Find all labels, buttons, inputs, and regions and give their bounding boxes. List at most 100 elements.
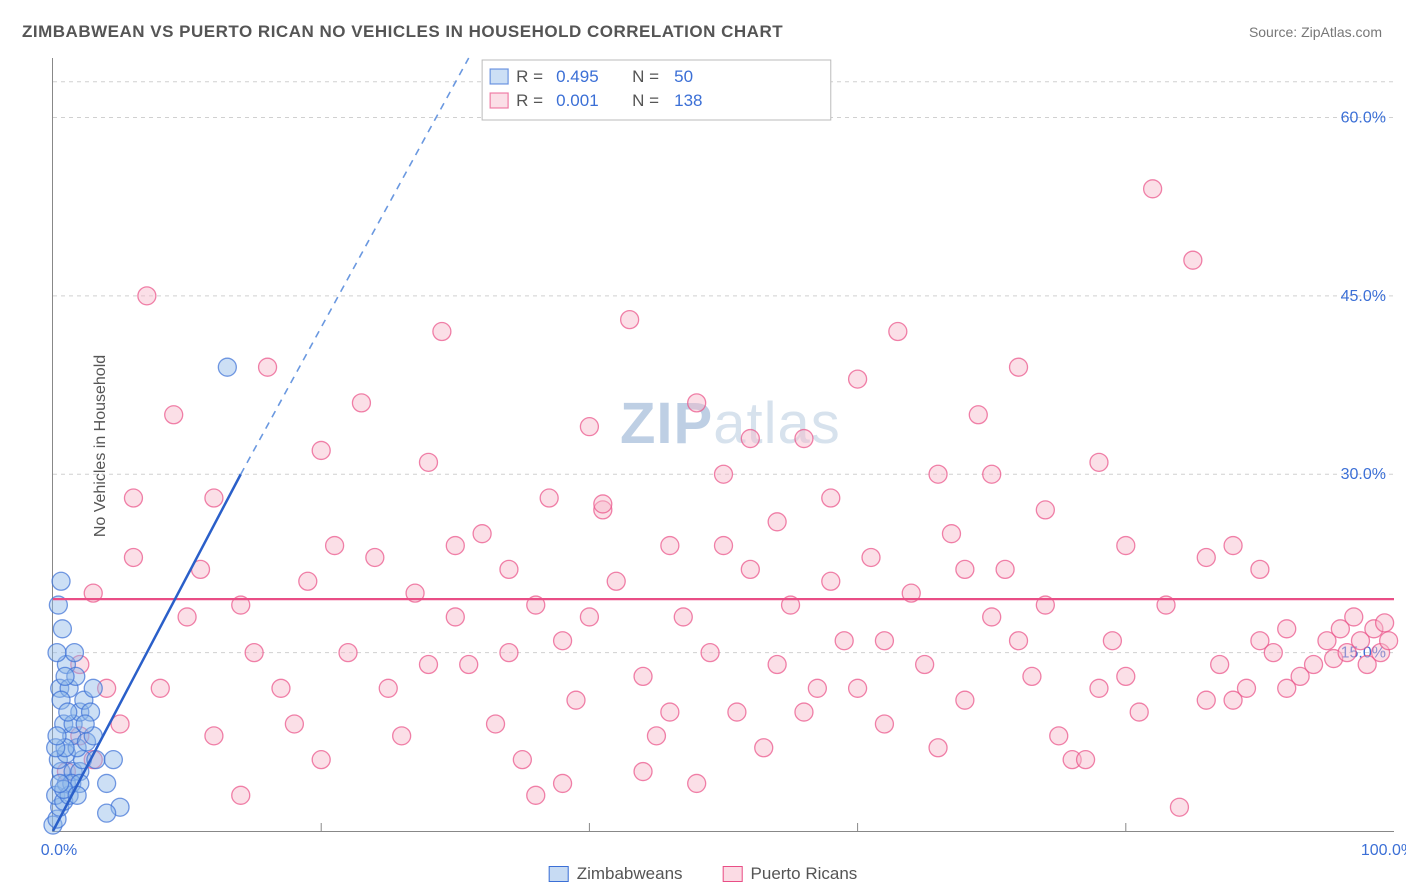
- scatter-point: [151, 679, 169, 697]
- scatter-point: [822, 572, 840, 590]
- scatter-point: [540, 489, 558, 507]
- legend-label: Zimbabweans: [577, 864, 683, 884]
- scatter-point: [741, 430, 759, 448]
- scatter-point: [1103, 632, 1121, 650]
- scatter-point: [245, 644, 263, 662]
- ytick-label: 30.0%: [1341, 466, 1386, 483]
- scatter-point: [1278, 620, 1296, 638]
- scatter-point: [594, 495, 612, 513]
- scatter-point: [366, 548, 384, 566]
- scatter-point: [741, 560, 759, 578]
- scatter-point: [1264, 644, 1282, 662]
- scatter-point: [1090, 453, 1108, 471]
- scatter-point: [1050, 727, 1068, 745]
- scatter-point: [48, 644, 66, 662]
- scatter-point: [849, 370, 867, 388]
- scatter-point: [487, 715, 505, 733]
- scatter-point: [580, 608, 598, 626]
- scatter-point: [352, 394, 370, 412]
- scatter-point: [661, 537, 679, 555]
- scatter-point: [339, 644, 357, 662]
- scatter-point: [634, 667, 652, 685]
- scatter-point: [527, 786, 545, 804]
- scatter-point: [1117, 537, 1135, 555]
- scatter-point: [460, 656, 478, 674]
- scatter-point: [1211, 656, 1229, 674]
- scatter-point: [755, 739, 773, 757]
- scatter-point: [768, 656, 786, 674]
- stats-swatch-icon: [490, 69, 508, 84]
- scatter-point: [674, 608, 692, 626]
- scatter-point: [272, 679, 290, 697]
- scatter-point: [795, 430, 813, 448]
- scatter-point: [996, 560, 1014, 578]
- scatter-point: [1170, 798, 1188, 816]
- swatch-pink-icon: [723, 866, 743, 882]
- scatter-point: [124, 548, 142, 566]
- scatter-point: [1197, 691, 1215, 709]
- scatter-point: [1376, 614, 1394, 632]
- scatter-point: [53, 620, 71, 638]
- scatter-point: [889, 323, 907, 341]
- xtick-label: 100.0%: [1361, 842, 1406, 859]
- scatter-point: [956, 691, 974, 709]
- scatter-point: [446, 537, 464, 555]
- stats-n-value: 138: [674, 91, 702, 110]
- scatter-point: [1130, 703, 1148, 721]
- source-label: Source:: [1249, 24, 1297, 40]
- scatter-point: [1224, 537, 1242, 555]
- scatter-point: [929, 739, 947, 757]
- scatter-point: [795, 703, 813, 721]
- scatter-point: [969, 406, 987, 424]
- stats-r-label: R =: [516, 67, 543, 86]
- scatter-point: [124, 489, 142, 507]
- scatter-point: [835, 632, 853, 650]
- scatter-point: [1036, 501, 1054, 519]
- scatter-point: [983, 608, 1001, 626]
- stats-r-value: 0.001: [556, 91, 599, 110]
- scatter-point: [567, 691, 585, 709]
- legend-item-puerto-ricans: Puerto Ricans: [723, 864, 858, 884]
- bottom-legend: Zimbabweans Puerto Ricans: [549, 864, 858, 884]
- ytick-label: 60.0%: [1341, 109, 1386, 126]
- source-attribution: Source: ZipAtlas.com: [1249, 24, 1382, 40]
- scatter-point: [312, 751, 330, 769]
- scatter-point: [165, 406, 183, 424]
- scatter-point: [715, 537, 733, 555]
- scatter-point: [98, 774, 116, 792]
- scatter-point: [138, 287, 156, 305]
- scatter-point: [419, 656, 437, 674]
- scatter-point: [473, 525, 491, 543]
- scatter-point: [1251, 560, 1269, 578]
- scatter-point: [513, 751, 531, 769]
- scatter-point: [580, 418, 598, 436]
- scatter-point: [929, 465, 947, 483]
- scatter-point: [326, 537, 344, 555]
- scatter-point: [942, 525, 960, 543]
- scatter-point: [1010, 358, 1028, 376]
- scatter-point: [1197, 548, 1215, 566]
- scatter-point: [1305, 656, 1323, 674]
- scatter-point: [446, 608, 464, 626]
- source-link[interactable]: ZipAtlas.com: [1301, 24, 1382, 40]
- scatter-point: [65, 644, 83, 662]
- scatter-point: [84, 679, 102, 697]
- legend-item-zimbabweans: Zimbabweans: [549, 864, 683, 884]
- scatter-point: [875, 715, 893, 733]
- scatter-point: [178, 608, 196, 626]
- stats-r-label: R =: [516, 91, 543, 110]
- scatter-point: [51, 774, 69, 792]
- scatter-point: [916, 656, 934, 674]
- scatter-point: [1090, 679, 1108, 697]
- scatter-point: [500, 560, 518, 578]
- scatter-point: [1077, 751, 1095, 769]
- scatter-point: [822, 489, 840, 507]
- scatter-point: [393, 727, 411, 745]
- scatter-point: [52, 572, 70, 590]
- scatter-point: [808, 679, 826, 697]
- scatter-point: [849, 679, 867, 697]
- scatter-point: [875, 632, 893, 650]
- scatter-point: [634, 763, 652, 781]
- scatter-point: [1278, 679, 1296, 697]
- scatter-point: [554, 774, 572, 792]
